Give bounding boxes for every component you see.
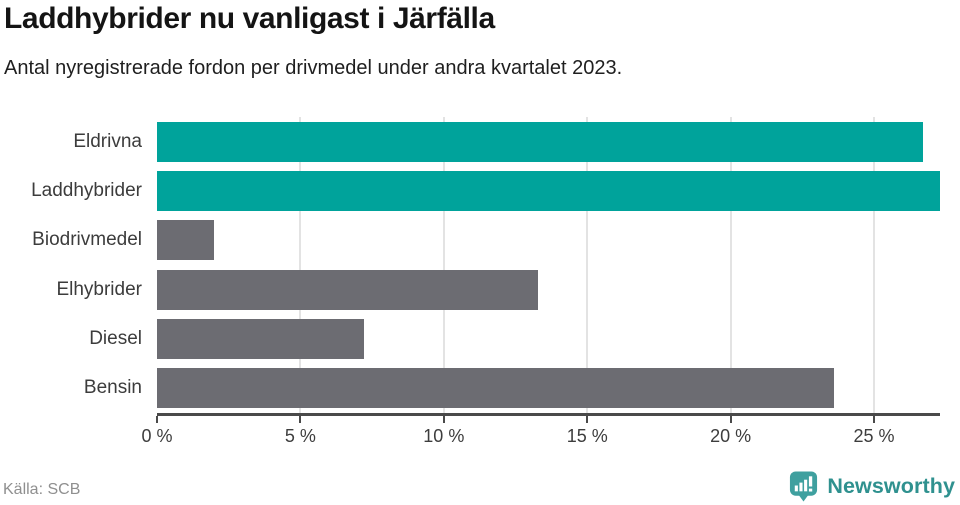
newsworthy-logo: Newsworthy [788, 470, 955, 502]
category-label: Eldrivna [73, 130, 142, 152]
x-tick [299, 416, 302, 423]
x-axis-ticks: 0 % 5 % 10 % 15 % 20 % 25 % [141, 416, 940, 456]
category-label: Diesel [89, 327, 142, 349]
bar-track [157, 269, 940, 310]
gridline [299, 117, 302, 413]
gridline [873, 117, 876, 413]
grid-layer [157, 117, 940, 413]
category-label: Elhybrider [56, 278, 142, 300]
category-label: Biodrivmedel [32, 229, 142, 251]
x-tick-label: 15 % [566, 426, 608, 446]
bar-track [157, 170, 940, 211]
bar-track [157, 220, 940, 261]
category-label: Laddhybrider [31, 179, 142, 201]
bar-row: Biodrivmedel [32, 216, 940, 265]
bar-row: Laddhybrider [31, 166, 940, 215]
x-tick-label: 5 % [284, 426, 316, 446]
bar-bensin [157, 368, 834, 409]
x-tick [442, 416, 445, 423]
chart-rows: Eldrivna Laddhybrider Biodrivmedel Elhybrid… [31, 117, 940, 413]
bar-track [157, 318, 940, 359]
newsworthy-logo-text: Newsworthy [827, 473, 955, 498]
x-tick-label: 20 % [710, 426, 752, 446]
source-caption: Källa: SCB [3, 481, 81, 498]
x-tick [729, 416, 732, 423]
x-tick-label: 25 % [853, 426, 895, 446]
gridline [729, 117, 732, 413]
x-tick-label: 0 % [141, 426, 173, 446]
gridline [586, 117, 589, 413]
gridline [442, 117, 445, 413]
bar-row: Elhybrider [56, 265, 940, 314]
bar-biodrivmedel [157, 220, 215, 261]
bar-eldrivna [157, 121, 923, 162]
page-subtitle: Antal nyregistrerade fordon per drivmede… [4, 57, 623, 79]
bar-laddhybrider [157, 170, 940, 211]
x-axis-line [157, 413, 940, 416]
bar-chart: Eldrivna Laddhybrider Biodrivmedel Elhybrid… [31, 117, 940, 456]
category-label: Bensin [83, 377, 142, 399]
x-tick [873, 416, 876, 423]
bar-row: Diesel [89, 314, 940, 363]
bar-row: Bensin [84, 364, 940, 413]
bar-row: Eldrivna [73, 117, 940, 166]
x-tick-label: 10 % [423, 426, 465, 446]
newsworthy-bars-icon [788, 470, 819, 502]
x-tick [586, 416, 589, 423]
page-title: Laddhybrider nu vanligast i Järfälla [4, 2, 495, 35]
bar-track [157, 121, 940, 162]
bar-elhybrider [157, 269, 539, 310]
bar-diesel [157, 318, 364, 359]
x-tick [156, 416, 158, 423]
bar-track [157, 368, 940, 409]
